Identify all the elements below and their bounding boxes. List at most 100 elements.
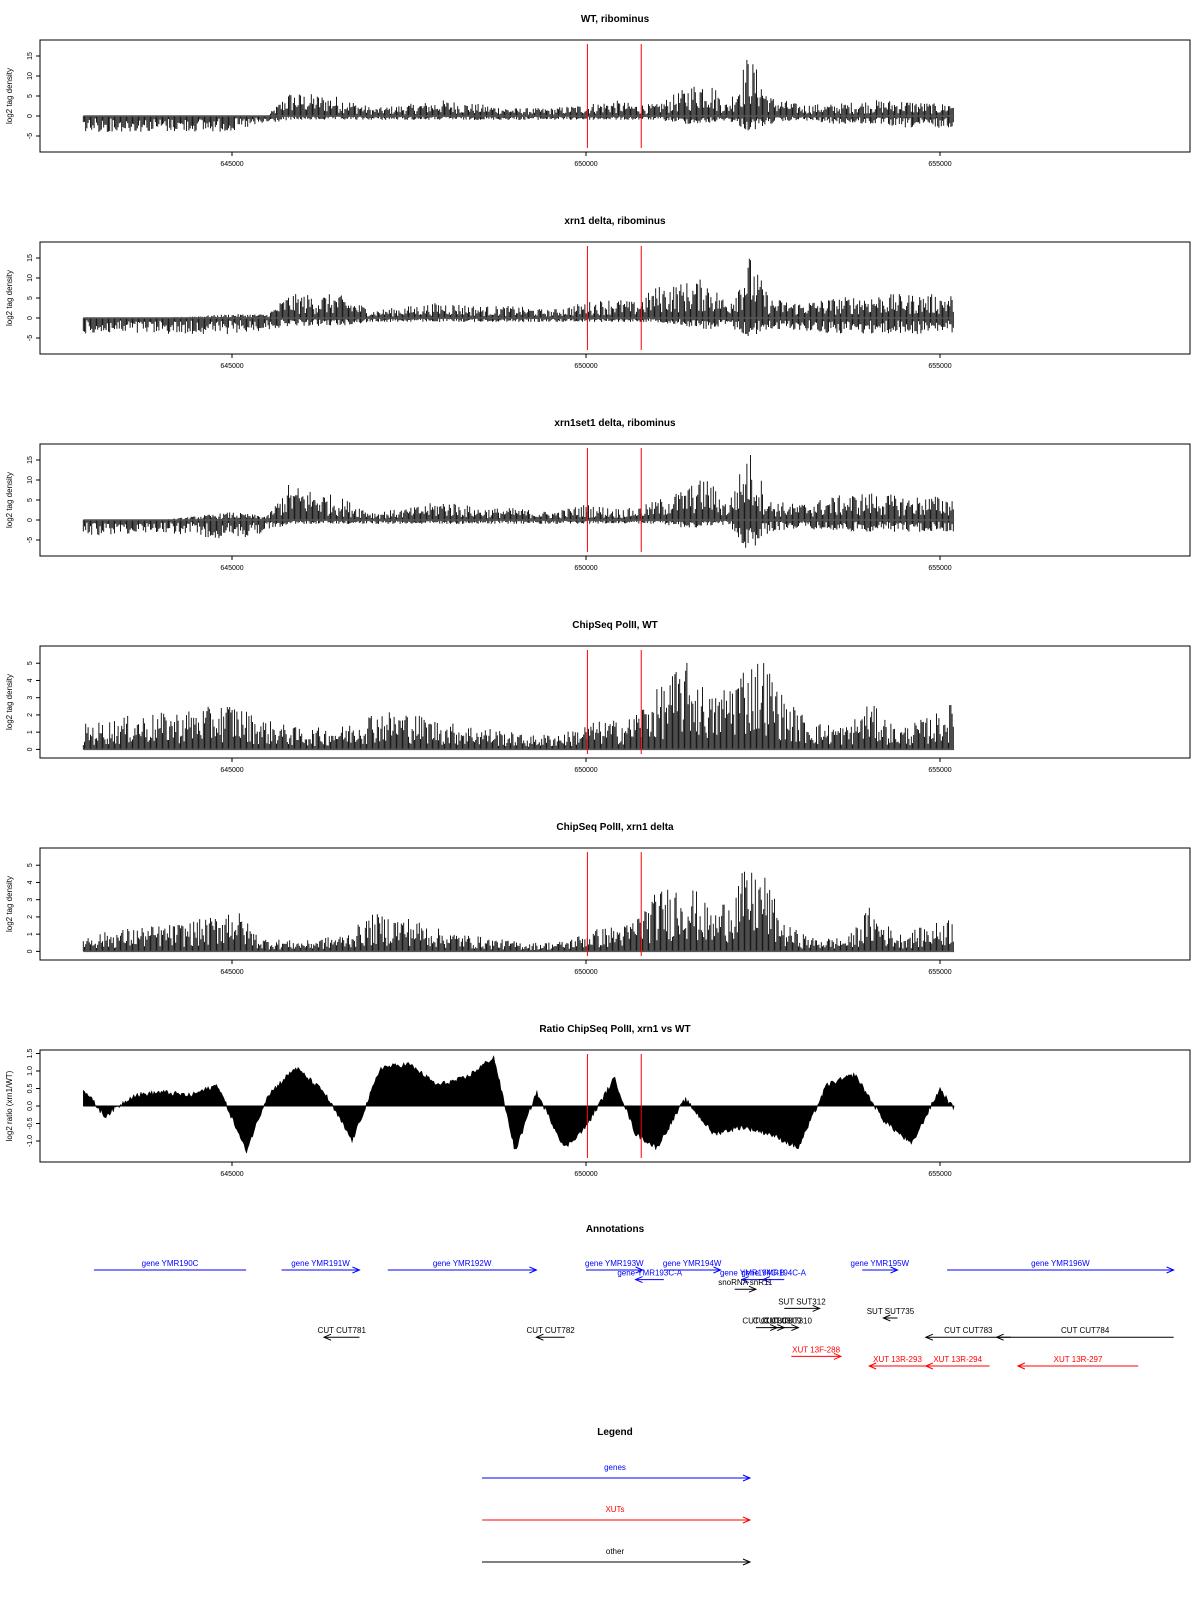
x-tick-label: 650000 <box>574 969 597 976</box>
plot-frame <box>39 241 1191 355</box>
y-tick-label: 5 <box>27 94 34 98</box>
annotation-label: gene YMR191W <box>291 1259 350 1268</box>
y-tick-label: 1 <box>27 932 34 936</box>
x-tick-label: 645000 <box>220 767 243 774</box>
legend-label: XUTs <box>605 1505 624 1514</box>
annotations-panel: Annotations gene YMR190C gene YMR191W gene … <box>93 1224 1175 1370</box>
arrow-left-icon <box>924 1362 934 1370</box>
y-tick-label: 2 <box>27 713 34 717</box>
x-tick-label: 655000 <box>928 1171 951 1178</box>
arrow-right-icon <box>748 1285 758 1293</box>
y-tick-label: 15 <box>27 52 34 60</box>
x-tick-label: 645000 <box>220 969 243 976</box>
chart-title: xrn1set1 delta, ribominus <box>554 418 676 429</box>
x-tick-label: 645000 <box>220 1171 243 1178</box>
x-tick-label: 655000 <box>928 161 951 168</box>
x-tick-label: 645000 <box>220 363 243 370</box>
x-tick-label: 650000 <box>574 1171 597 1178</box>
annotation-feature: XUT 13F-288 <box>791 1345 843 1360</box>
annotation-feature: SUT SUT735 <box>867 1307 915 1322</box>
y-axis-label: log2 tag density <box>5 68 14 124</box>
series-bars-1 <box>82 871 954 952</box>
arrow-right-icon <box>791 1324 800 1332</box>
annotation-feature: gene YMR191W <box>281 1259 361 1274</box>
y-tick-label: 0 <box>27 518 34 522</box>
annotation-label: gene YMR190C <box>142 1259 199 1268</box>
y-tick-label: 2 <box>27 915 34 919</box>
x-tick-label: 650000 <box>574 161 597 168</box>
annotation-label: XUT 13R-293 <box>873 1355 922 1364</box>
x-tick-label: 645000 <box>220 565 243 572</box>
y-tick-label: 1.0 <box>27 1066 34 1076</box>
chart-panel-2: xrn1 delta, ribominus log2 tag density -5 0… <box>5 216 1191 370</box>
annotation-feature: CUT CUT782 <box>526 1326 575 1341</box>
legend-panel: Legend genes XUTs other <box>482 1427 752 1566</box>
y-tick-label: 5 <box>27 661 34 665</box>
chart-panel-6: Ratio ChipSeq PolII, xrn1 vs WT log2 rati… <box>5 1024 1191 1178</box>
x-tick-label: 655000 <box>928 969 951 976</box>
annotation-feature: gene YMR194W <box>663 1259 722 1274</box>
annotation-label: CUT CUT782 <box>526 1326 575 1335</box>
data-series <box>82 258 955 336</box>
y-tick-label: -0.5 <box>27 1117 34 1129</box>
arrow-right-icon <box>742 1474 752 1482</box>
annotation-label: SUT SUT312 <box>778 1297 826 1306</box>
y-tick-label: 3 <box>27 696 34 700</box>
arrow-left-icon <box>322 1333 332 1341</box>
data-series <box>82 455 955 548</box>
series-bars-2 <box>82 520 954 548</box>
chart-title: ChipSeq PolII, WT <box>572 620 658 631</box>
x-tick-label: 655000 <box>928 363 951 370</box>
y-tick-label: 0.0 <box>27 1101 34 1111</box>
data-series <box>83 1054 955 1154</box>
arrow-left-icon <box>924 1333 934 1341</box>
arrow-left-icon <box>740 1276 749 1284</box>
arrow-left-icon <box>867 1362 877 1370</box>
y-tick-label: 1 <box>27 730 34 734</box>
annotation-feature: snoRNA snR11 <box>718 1278 773 1293</box>
annotation-label: CUT CUT310 <box>764 1317 813 1326</box>
chart-panel-4: ChipSeq PolII, WT log2 tag density 0 1 2 3 4 5 6… <box>5 620 1191 774</box>
annotation-label: snoRNA snR11 <box>718 1278 773 1287</box>
data-series <box>82 663 955 751</box>
annotation-label: XUT 13R-297 <box>1054 1355 1103 1364</box>
arrow-right-icon <box>890 1266 899 1274</box>
arrow-right-icon <box>742 1558 752 1566</box>
x-tick-label: 650000 <box>574 565 597 572</box>
annotation-feature: gene YMR195W <box>851 1259 910 1274</box>
y-tick-label: 10 <box>27 476 34 484</box>
y-axis-label: log2 tag density <box>5 270 14 326</box>
data-series <box>82 59 955 132</box>
annotation-feature: gene YMR194C-B <box>720 1269 785 1284</box>
arrow-left-icon <box>882 1314 891 1322</box>
y-axis-label: log2 ratio (xrn1/WT) <box>5 1070 14 1141</box>
x-tick-label: 650000 <box>574 767 597 774</box>
chart-panel-1: WT, ribominus log2 tag density -5 0 5 10 15 645… <box>5 14 1191 168</box>
legend-item: XUTs <box>482 1505 752 1524</box>
y-tick-label: 15 <box>27 254 34 262</box>
annotation-feature: XUT 13R-297 <box>1016 1355 1139 1370</box>
chart-title: xrn1 delta, ribominus <box>564 216 666 227</box>
y-tick-label: 15 <box>27 456 34 464</box>
y-tick-label: 0 <box>27 114 34 118</box>
arrow-left-icon <box>995 1333 1004 1341</box>
chart-panel-5: ChipSeq PolII, xrn1 delta log2 tag densit… <box>5 822 1191 976</box>
plot-frame <box>39 645 1191 759</box>
legend-label: genes <box>604 1463 626 1472</box>
series-bars-1 <box>82 663 954 750</box>
annotation-label: gene YMR194C-B <box>720 1269 785 1278</box>
annotation-label: XUT 13F-288 <box>792 1345 840 1354</box>
plot-frame <box>39 39 1191 153</box>
annotation-label: gene YMR195W <box>851 1259 910 1268</box>
plot-frame <box>39 443 1191 557</box>
annotation-label: gene YMR193C-A <box>617 1269 682 1278</box>
annotation-label: CUT CUT783 <box>944 1326 993 1335</box>
annotation-feature: CUT CUT781 <box>318 1326 366 1341</box>
arrow-left-icon <box>634 1276 643 1284</box>
x-tick-label: 655000 <box>928 767 951 774</box>
annotation-label: CUT CUT309 <box>753 1317 802 1326</box>
arrow-right-icon <box>352 1266 361 1274</box>
plot-frame <box>39 847 1191 961</box>
x-tick-label: 650000 <box>574 363 597 370</box>
annotation-label: gene YMR196W <box>1031 1259 1090 1268</box>
